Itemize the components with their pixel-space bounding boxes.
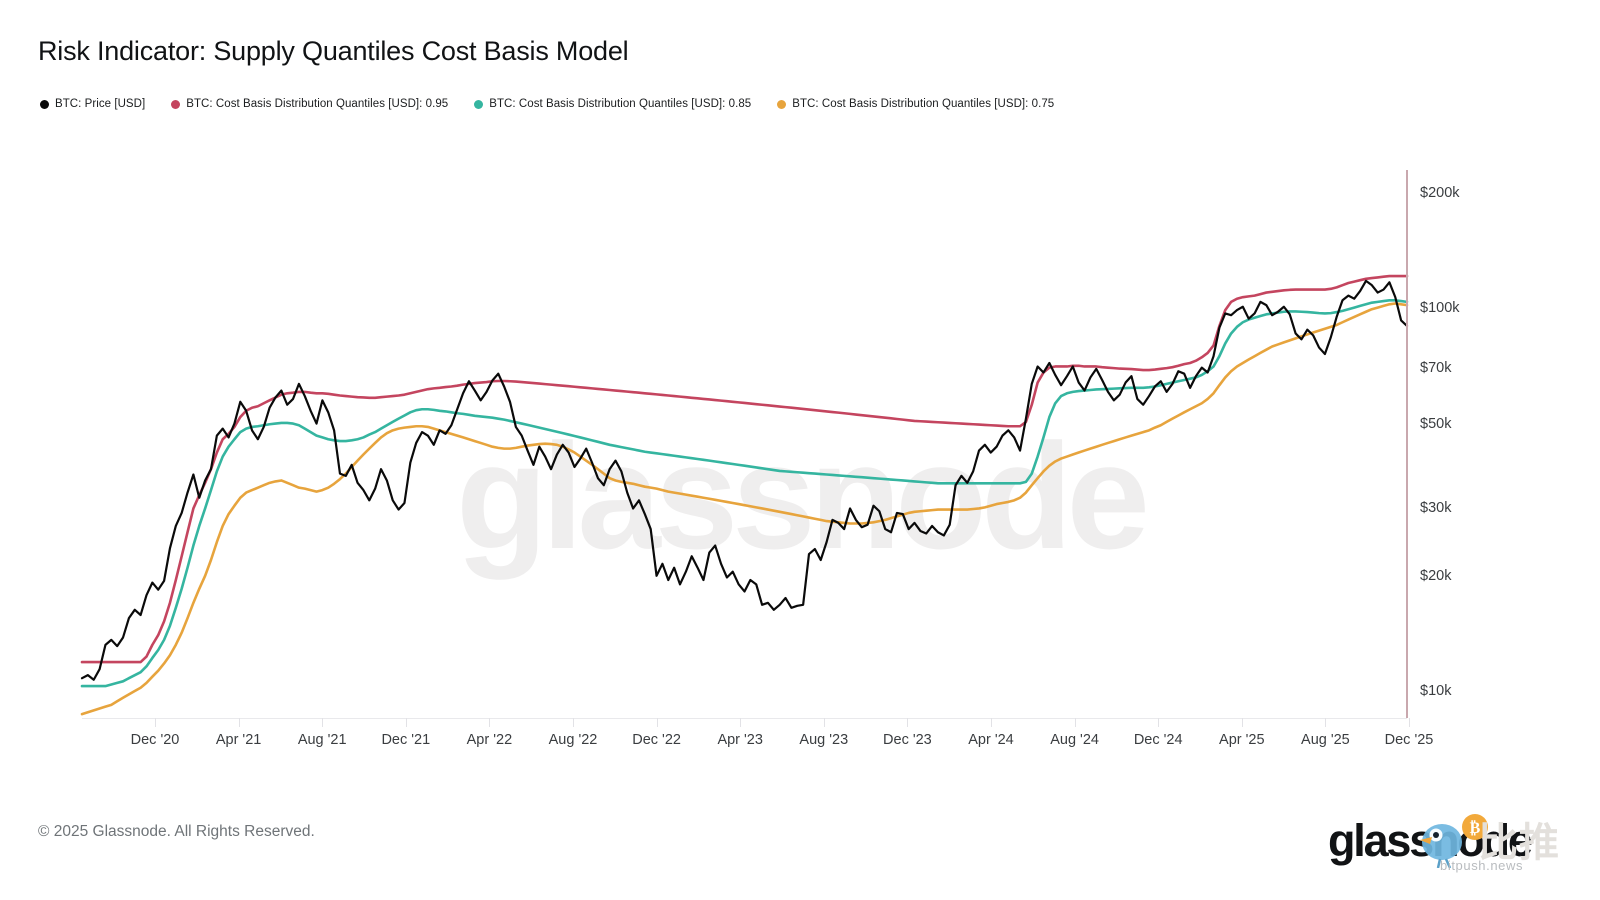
legend-item-0[interactable]: BTC: Price [USD] — [40, 98, 145, 110]
legend-item-1[interactable]: BTC: Cost Basis Distribution Quantiles [… — [171, 98, 448, 110]
y-tick-50k: $50k — [1420, 415, 1452, 432]
y-tick-10k: $10k — [1420, 682, 1452, 699]
y-tick-30k: $30k — [1420, 500, 1452, 517]
x-tick-mark-10 — [991, 718, 992, 727]
legend-dot-q085 — [474, 99, 484, 109]
series-line-2 — [82, 300, 1407, 686]
chart-legend: BTC: Price [USD] BTC: Cost Basis Distribu… — [40, 98, 1054, 110]
x-tick-mark-9 — [907, 718, 909, 727]
footer-copyright: © 2025 Glassnode. All Rights Reserved. — [38, 823, 315, 840]
x-tick-mark-2 — [322, 718, 324, 727]
page-title: Risk Indicator: Supply Quantiles Cost Ba… — [38, 36, 629, 66]
legend-dot-q075 — [777, 99, 787, 109]
svg-text:₿: ₿ — [1470, 819, 1481, 837]
x-tick-mark-13 — [1241, 718, 1243, 727]
y-tick-100k: $100k — [1420, 300, 1460, 317]
chart-svg — [82, 170, 1407, 718]
x-axis-line — [82, 718, 1407, 719]
brand-logo: glassnode ₿ 比推 bitpush.news — [1328, 812, 1568, 874]
x-tick-mark-8 — [823, 718, 825, 727]
bird-icon — [1420, 824, 1462, 868]
x-tick-10: Apr '24 — [968, 732, 1014, 748]
x-tick-4: Apr '22 — [466, 732, 513, 748]
series-line-1 — [82, 276, 1407, 662]
y-axis-line — [1406, 170, 1408, 718]
x-tick-mark-5 — [573, 718, 574, 727]
x-tick-12: Dec '24 — [1133, 732, 1183, 748]
x-tick-15: Dec '25 — [1384, 732, 1434, 748]
legend-dot-q095 — [171, 99, 181, 109]
x-tick-11: Aug '24 — [1050, 732, 1099, 748]
series-line-0 — [82, 281, 1407, 680]
overlay-site-text: bitpush.news — [1440, 858, 1524, 873]
x-tick-2: Aug '21 — [297, 732, 347, 748]
legend-item-3[interactable]: BTC: Cost Basis Distribution Quantiles [… — [777, 98, 1054, 110]
y-tick-70k: $70k — [1420, 359, 1452, 376]
x-tick-mark-0 — [155, 718, 156, 727]
x-tick-mark-1 — [238, 718, 240, 727]
x-tick-mark-6 — [656, 718, 658, 727]
legend-label-0: BTC: Price [USD] — [55, 98, 146, 110]
chart-plot-area — [82, 170, 1407, 718]
x-tick-mark-3 — [405, 718, 407, 727]
x-tick-14: Aug '25 — [1301, 732, 1350, 748]
series-line-3 — [82, 303, 1407, 714]
x-tick-8: Aug '23 — [799, 732, 849, 748]
x-tick-0: Dec '20 — [130, 732, 180, 748]
x-tick-3: Dec '21 — [381, 732, 431, 748]
x-tick-mark-11 — [1074, 718, 1076, 727]
x-tick-mark-7 — [740, 718, 742, 727]
x-tick-13: Apr '25 — [1219, 732, 1265, 748]
bitcoin-coin-icon: ₿ — [1462, 814, 1488, 840]
x-tick-1: Apr '21 — [215, 732, 262, 748]
legend-label-3: BTC: Cost Basis Distribution Quantiles [… — [792, 98, 1055, 110]
x-tick-9: Dec '23 — [883, 732, 932, 748]
legend-label-2: BTC: Cost Basis Distribution Quantiles [… — [489, 98, 752, 110]
x-tick-6: Dec '22 — [632, 732, 681, 748]
x-tick-mark-12 — [1158, 718, 1160, 727]
y-tick-20k: $20k — [1420, 567, 1452, 584]
x-tick-mark-4 — [489, 718, 491, 727]
x-tick-mark-15 — [1409, 718, 1410, 727]
y-tick-200k: $200k — [1420, 185, 1460, 202]
legend-dot-price — [40, 99, 49, 109]
legend-label-1: BTC: Cost Basis Distribution Quantiles [… — [186, 98, 449, 110]
x-tick-7: Apr '23 — [717, 732, 763, 748]
legend-item-2[interactable]: BTC: Cost Basis Distribution Quantiles [… — [474, 98, 751, 110]
x-tick-mark-14 — [1325, 718, 1327, 727]
overlay-cjk-text: 比推 — [1478, 821, 1560, 865]
x-tick-5: Aug '22 — [548, 732, 598, 748]
